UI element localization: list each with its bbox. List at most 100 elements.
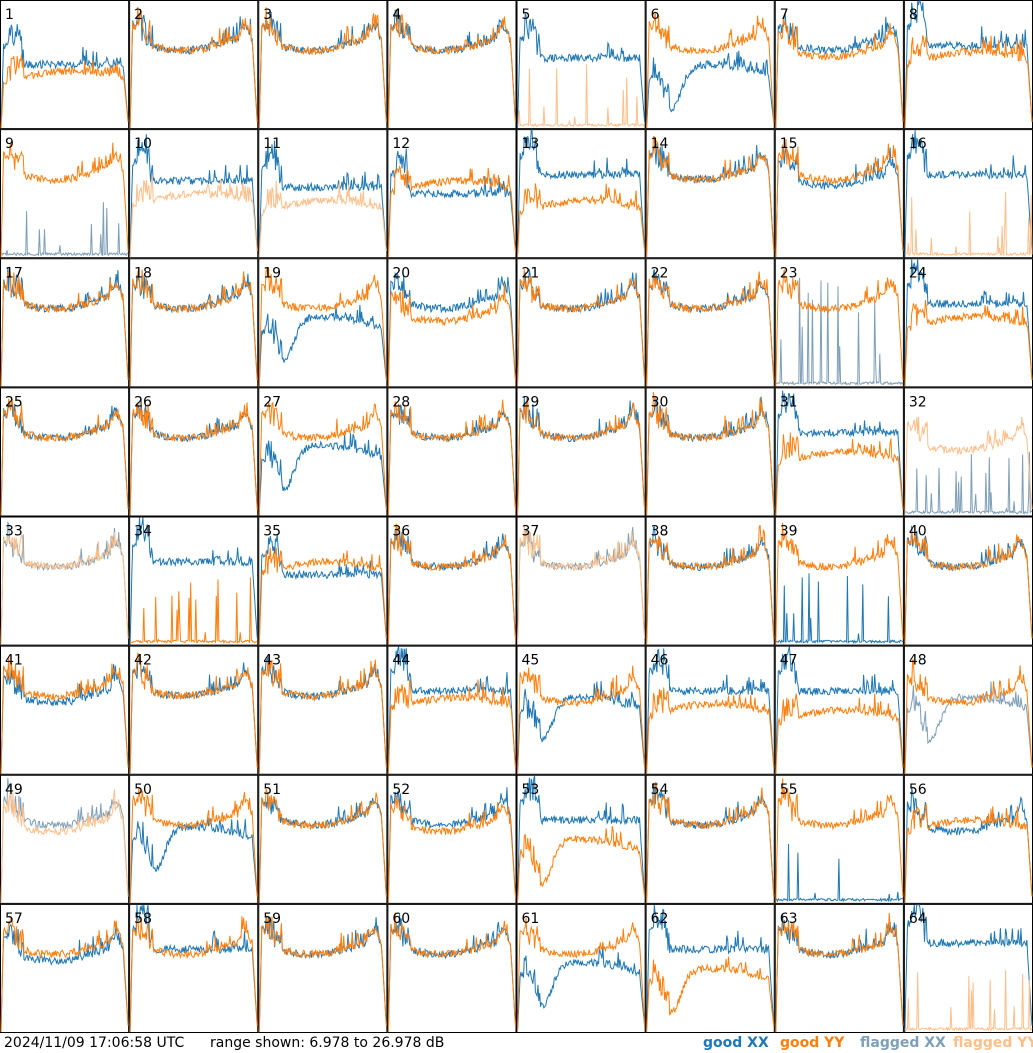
panel-57: 57 bbox=[0, 903, 130, 1033]
panel-39: 39 bbox=[774, 516, 904, 646]
panel-frame bbox=[129, 258, 259, 388]
panel-label: 5 bbox=[522, 7, 531, 23]
legend-flagged-yy: flagged YY bbox=[953, 1035, 1033, 1051]
series-yy-64 bbox=[904, 970, 1033, 1032]
panel-frame bbox=[387, 645, 517, 775]
panel-frame bbox=[645, 258, 775, 388]
panel-label: 26 bbox=[134, 394, 152, 410]
panel-frame bbox=[129, 774, 259, 904]
series-yy-34 bbox=[129, 577, 258, 645]
panel-54: 54 bbox=[645, 774, 775, 904]
panel-18: 18 bbox=[129, 258, 259, 388]
series-yy-30 bbox=[646, 392, 775, 516]
panel-45: 45 bbox=[516, 645, 646, 775]
series-xx-14 bbox=[646, 143, 775, 258]
panel-label: 32 bbox=[909, 394, 927, 410]
timestamp-label: 2024/11/09 17:06:58 UTC bbox=[4, 1035, 185, 1051]
series-yy-53 bbox=[517, 826, 646, 903]
panel-frame bbox=[774, 129, 904, 259]
series-xx-31 bbox=[775, 390, 904, 516]
series-xx-55 bbox=[775, 843, 904, 903]
panel-20: 20 bbox=[387, 258, 517, 388]
series-xx-15 bbox=[775, 145, 904, 258]
series-yy-45 bbox=[517, 665, 646, 774]
panel-44: 44 bbox=[387, 645, 517, 775]
panel-label: 52 bbox=[392, 782, 410, 798]
panel-23: 23 bbox=[774, 258, 904, 388]
panel-frame bbox=[516, 516, 646, 646]
panel-label: 24 bbox=[909, 265, 927, 281]
panel-63: 63 bbox=[774, 903, 904, 1033]
panel-36: 36 bbox=[387, 516, 517, 646]
panel-label: 14 bbox=[651, 136, 669, 152]
series-xx-30 bbox=[646, 396, 775, 516]
series-xx-47 bbox=[775, 646, 904, 774]
panel-13: 13 bbox=[516, 129, 646, 259]
panel-label: 20 bbox=[392, 265, 410, 281]
panel-frame bbox=[516, 387, 646, 517]
series-yy-6 bbox=[646, 11, 775, 129]
series-xx-35 bbox=[258, 533, 387, 645]
panel-43: 43 bbox=[258, 645, 388, 775]
panel-61: 61 bbox=[516, 903, 646, 1033]
panel-frame bbox=[129, 903, 259, 1033]
series-xx-56 bbox=[904, 787, 1033, 903]
series-yy-56 bbox=[904, 803, 1033, 903]
legend-good-yy: good YY bbox=[780, 1035, 845, 1051]
series-yy-44 bbox=[387, 679, 516, 774]
panel-30: 30 bbox=[645, 387, 775, 517]
series-xx-13 bbox=[517, 129, 646, 258]
panel-1: 1 bbox=[0, 0, 130, 130]
panel-label: 3 bbox=[263, 7, 272, 23]
panel-3: 3 bbox=[258, 0, 388, 130]
series-yy-28 bbox=[387, 399, 516, 516]
panel-label: 56 bbox=[909, 782, 927, 798]
panel-52: 52 bbox=[387, 774, 517, 904]
panel-label: 7 bbox=[780, 7, 789, 23]
series-yy-48 bbox=[904, 659, 1033, 774]
panel-label: 40 bbox=[909, 524, 927, 540]
series-yy-39 bbox=[775, 522, 904, 645]
panel-frame bbox=[387, 516, 517, 646]
series-yy-9 bbox=[0, 142, 129, 258]
panel-29: 29 bbox=[516, 387, 646, 517]
series-yy-15 bbox=[775, 139, 904, 258]
panel-label: 42 bbox=[134, 653, 152, 669]
series-yy-41 bbox=[0, 656, 129, 774]
series-xx-8 bbox=[904, 0, 1033, 129]
panel-21: 21 bbox=[516, 258, 646, 388]
series-yy-2 bbox=[129, 6, 258, 129]
series-yy-49 bbox=[0, 789, 129, 903]
panel-4: 4 bbox=[387, 0, 517, 130]
panel-28: 28 bbox=[387, 387, 517, 517]
series-xx-61 bbox=[517, 945, 646, 1033]
series-yy-46 bbox=[646, 687, 775, 774]
panel-62: 62 bbox=[645, 903, 775, 1033]
panel-label: 28 bbox=[392, 394, 410, 410]
panel-46: 46 bbox=[645, 645, 775, 775]
series-yy-58 bbox=[129, 916, 258, 1033]
series-xx-46 bbox=[646, 648, 775, 774]
panel-label: 48 bbox=[909, 653, 927, 669]
series-yy-33 bbox=[0, 532, 129, 645]
series-yy-22 bbox=[646, 271, 775, 387]
series-yy-5 bbox=[517, 64, 646, 128]
panel-frame bbox=[774, 0, 904, 130]
series-xx-20 bbox=[387, 271, 516, 387]
panel-label: 44 bbox=[392, 653, 410, 669]
legend-flagged-xx: flagged XX bbox=[860, 1035, 946, 1051]
series-yy-43 bbox=[258, 655, 387, 774]
panel-7: 7 bbox=[774, 0, 904, 130]
series-yy-17 bbox=[0, 269, 129, 387]
panel-label: 25 bbox=[5, 394, 23, 410]
panel-frame bbox=[774, 903, 904, 1033]
series-yy-13 bbox=[517, 183, 646, 258]
panel-26: 26 bbox=[129, 387, 259, 517]
panel-label: 47 bbox=[780, 653, 798, 669]
series-xx-64 bbox=[904, 904, 1033, 1033]
series-yy-62 bbox=[646, 956, 775, 1033]
series-yy-31 bbox=[775, 432, 904, 516]
series-yy-24 bbox=[904, 299, 1033, 387]
series-yy-47 bbox=[775, 693, 904, 774]
